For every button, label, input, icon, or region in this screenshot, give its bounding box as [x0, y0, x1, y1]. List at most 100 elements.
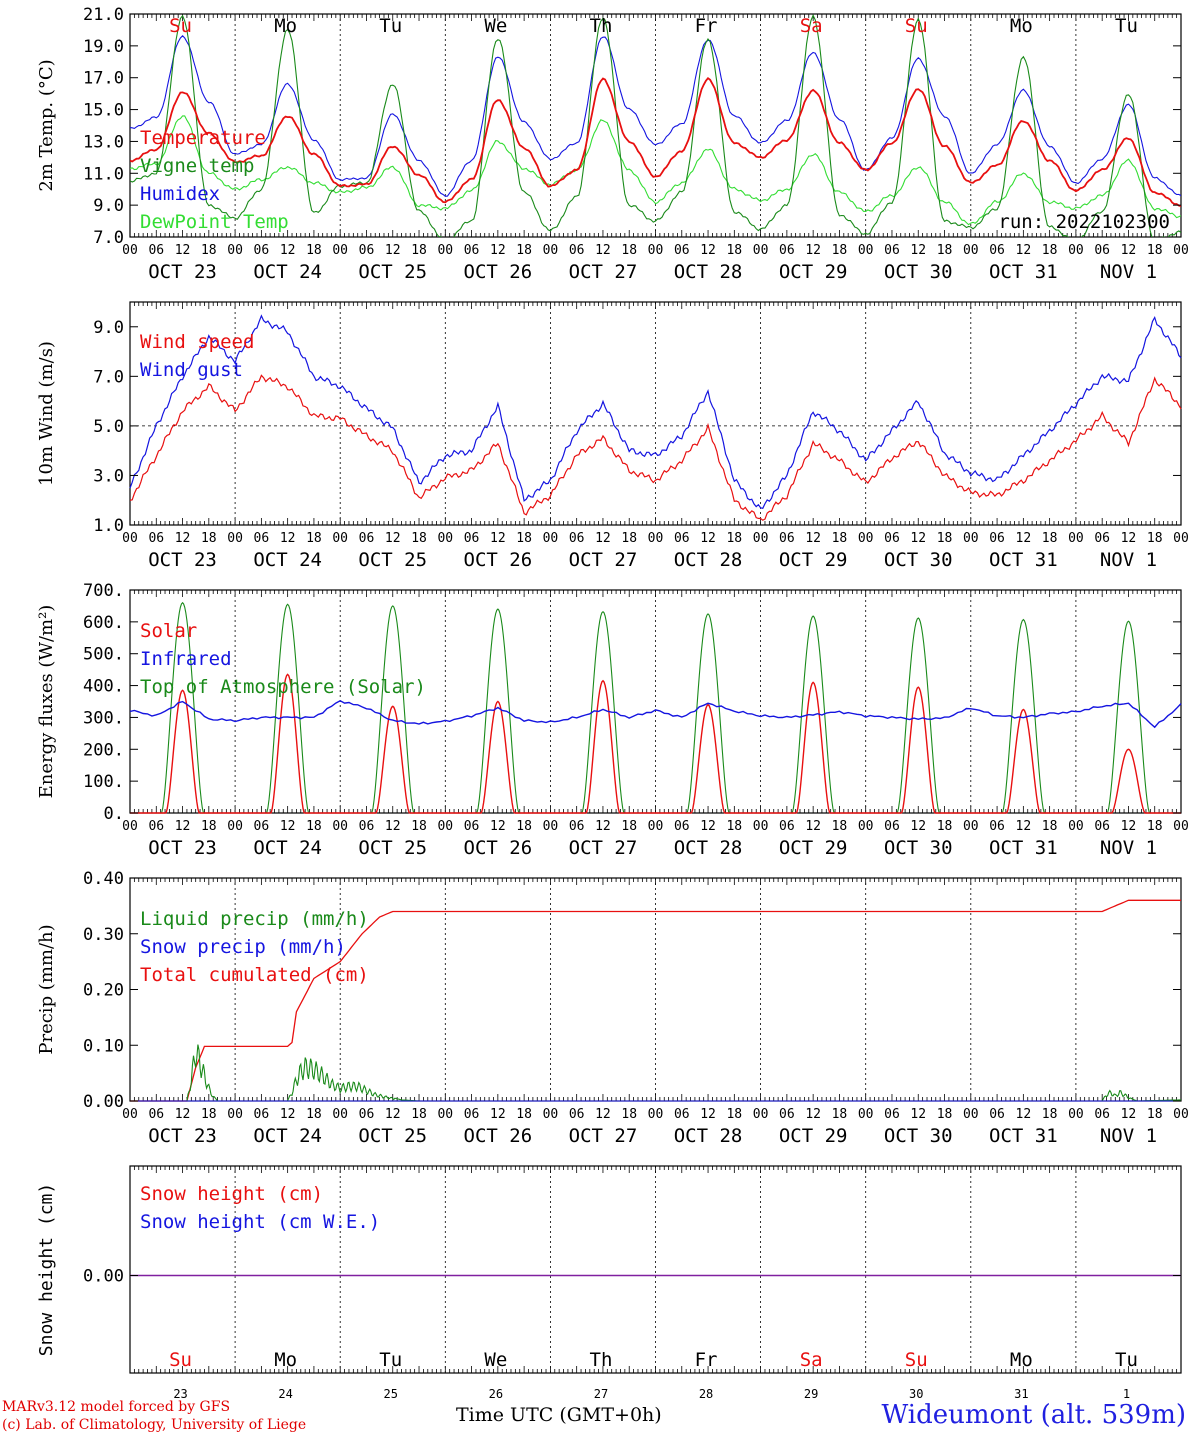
hour-tick-label: 12 [490, 819, 506, 834]
hour-tick-label: 12 [595, 1107, 611, 1122]
hour-tick-label: 18 [832, 243, 848, 258]
hour-tick-label: 00 [1068, 819, 1084, 834]
series-line-solar [130, 673, 1181, 814]
weekday-label: Su [169, 1349, 192, 1371]
hour-tick-label: 18 [306, 531, 322, 546]
footer-credits: MARv3.12 model forced by GFS (c) Lab. of… [2, 1398, 306, 1434]
legend-entry: Liquid precip (mm/h) [140, 908, 369, 930]
hour-tick-label: 00 [963, 819, 979, 834]
hour-tick-label: 06 [1094, 1107, 1110, 1122]
hour-tick-label: 18 [306, 1107, 322, 1122]
weekday-label: Tu [379, 15, 402, 37]
weekday-label: We [484, 1349, 507, 1371]
y-tick-label: 19.0 [83, 37, 124, 57]
hour-tick-label: 06 [359, 1107, 375, 1122]
hour-tick-label: 00 [332, 1107, 348, 1122]
hour-tick-label: 18 [1147, 819, 1163, 834]
hour-tick-label: 00 [227, 531, 243, 546]
legend-entry: Snow height (cm) [140, 1183, 323, 1205]
hour-tick-label: 18 [1147, 1107, 1163, 1122]
credit-note: (c) Lab. of Climatology, University of L… [2, 1417, 307, 1433]
date-label: OCT 28 [674, 1125, 743, 1147]
day-number-label: 27 [594, 1387, 608, 1401]
hour-tick-label: 18 [726, 243, 742, 258]
date-label: OCT 26 [464, 549, 533, 571]
hour-tick-label: 00 [227, 1107, 243, 1122]
hour-tick-label: 18 [516, 531, 532, 546]
hour-tick-label: 06 [569, 243, 585, 258]
hour-tick-label: 00 [648, 819, 664, 834]
date-label: OCT 29 [779, 549, 848, 571]
hour-tick-label: 12 [1016, 819, 1032, 834]
hour-tick-label: 12 [805, 819, 821, 834]
hour-tick-label: 06 [359, 531, 375, 546]
hour-tick-label: 18 [1042, 531, 1058, 546]
hour-tick-label: 12 [280, 819, 296, 834]
hour-tick-label: 18 [937, 243, 953, 258]
y-axis-label: 2m Temp. (°C) [36, 59, 57, 191]
y-tick-label: 600. [83, 613, 124, 633]
y-tick-label: 9.0 [93, 318, 124, 338]
legend-entry: Snow precip (mm/h) [140, 936, 346, 958]
hour-tick-label: 12 [910, 819, 926, 834]
date-label: OCT 30 [884, 1125, 953, 1147]
weekday-label: We [484, 15, 507, 37]
date-label: OCT 24 [253, 1125, 322, 1147]
hour-tick-label: 06 [359, 819, 375, 834]
hour-tick-label: 18 [937, 819, 953, 834]
day-number-label: 31 [1014, 1387, 1028, 1401]
legend-entry: Wind gust [140, 359, 243, 381]
weekday-label: Mo [1010, 15, 1033, 37]
legend-entry: DewPoint Temp [140, 211, 289, 233]
hour-tick-label: 12 [280, 1107, 296, 1122]
hour-tick-label: 12 [280, 243, 296, 258]
hour-tick-label: 06 [779, 531, 795, 546]
weekday-label: Tu [1115, 1349, 1138, 1371]
y-tick-label: 17.0 [83, 69, 124, 89]
hour-tick-label: 00 [858, 243, 874, 258]
hour-tick-label: 06 [464, 243, 480, 258]
series-line-infrared [129, 700, 1182, 729]
legend-entry: Humidex [140, 183, 220, 205]
hour-tick-label: 18 [516, 819, 532, 834]
date-label: OCT 25 [358, 1125, 427, 1147]
date-label: NOV 1 [1100, 261, 1157, 283]
hour-tick-label: 06 [464, 819, 480, 834]
hour-tick-label: 06 [254, 243, 270, 258]
series-line-dewpoint-temp [130, 115, 1181, 226]
time-axis-label: Time UTC (GMT+0h) [456, 1404, 662, 1426]
y-tick-label: 0.20 [83, 981, 124, 1001]
hour-tick-label: 18 [832, 819, 848, 834]
y-tick-label: 0.30 [83, 925, 124, 945]
hour-tick-label: 06 [464, 1107, 480, 1122]
hour-tick-label: 12 [1121, 1107, 1137, 1122]
hour-tick-label: 18 [411, 1107, 427, 1122]
hour-tick-label: 00 [437, 819, 453, 834]
hour-tick-label: 12 [175, 1107, 191, 1122]
date-label: OCT 31 [989, 261, 1058, 283]
y-tick-label: 0.40 [83, 869, 124, 889]
hour-tick-label: 00 [543, 1107, 559, 1122]
hour-tick-label: 06 [359, 243, 375, 258]
hour-tick-label: 12 [280, 531, 296, 546]
hour-tick-label: 00 [858, 1107, 874, 1122]
y-tick-label: 200. [83, 740, 124, 760]
y-tick-label: 700. [83, 581, 124, 601]
hour-tick-label: 18 [832, 1107, 848, 1122]
date-label: OCT 27 [569, 837, 638, 859]
date-label: OCT 29 [779, 837, 848, 859]
date-label: NOV 1 [1100, 837, 1157, 859]
hour-tick-label: 00 [332, 819, 348, 834]
hour-tick-label: 18 [621, 243, 637, 258]
weekday-label: Tu [379, 1349, 402, 1371]
hour-tick-label: 00 [122, 819, 138, 834]
run-annotation: run: 2022102300 [998, 211, 1170, 233]
hour-tick-label: 18 [1042, 1107, 1058, 1122]
hour-tick-label: 12 [700, 1107, 716, 1122]
series-line-humidex [130, 35, 1181, 197]
hour-tick-label: 18 [201, 531, 217, 546]
hour-tick-label: 18 [516, 243, 532, 258]
legend-entry: Top of Atmosphere (Solar) [140, 676, 426, 698]
